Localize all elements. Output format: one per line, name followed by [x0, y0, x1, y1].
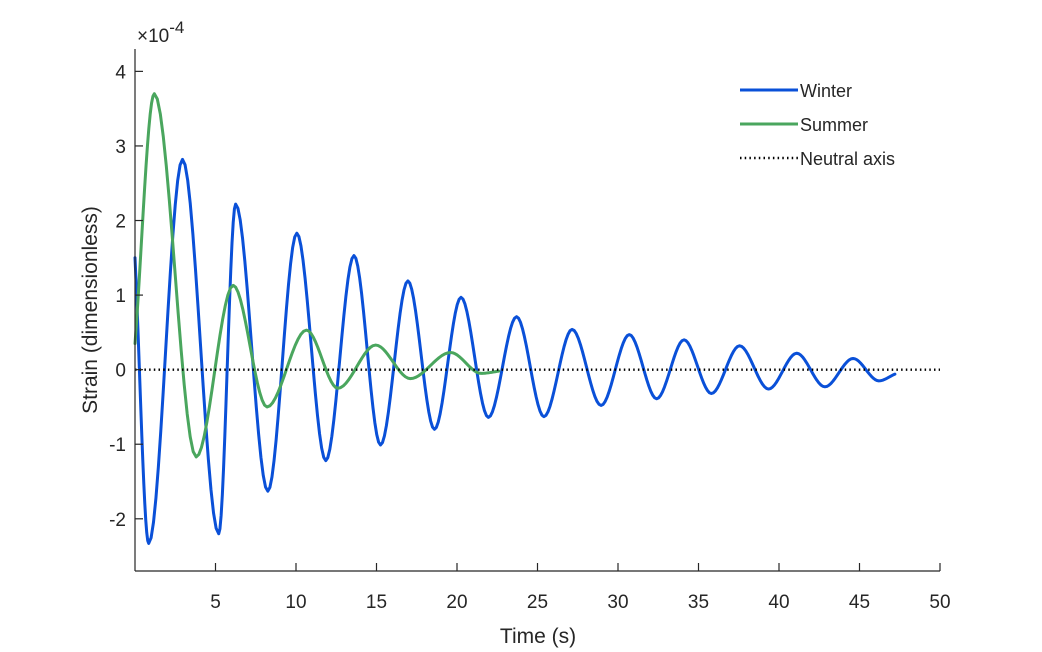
x-tick-label: 15 — [366, 592, 387, 613]
y-multiplier-exponent: -4 — [169, 18, 184, 37]
x-tick-label: 20 — [446, 592, 467, 613]
x-tick-label: 40 — [768, 592, 789, 613]
x-tick-label: 45 — [849, 592, 870, 613]
y-axis-label: Strain (dimensionless) — [79, 206, 102, 414]
x-tick-label: 25 — [527, 592, 548, 613]
y-multiplier-base: ×10 — [137, 26, 169, 47]
y-tick-label: 2 — [115, 212, 126, 233]
y-tick-label: 1 — [115, 286, 126, 307]
x-axis-label: Time (s) — [500, 625, 576, 648]
legend: Winter Summer Neutral axis — [740, 81, 895, 169]
x-tick-label: 5 — [210, 592, 221, 613]
series-line-summer — [133, 92, 501, 459]
legend-label-winter: Winter — [800, 81, 852, 101]
x-tick-label: 50 — [929, 592, 950, 613]
x-tick-label: 10 — [285, 592, 306, 613]
y-tick-label: 3 — [115, 137, 126, 158]
y-tick-label: 4 — [115, 62, 126, 83]
plot-lines — [133, 92, 940, 545]
x-tick-label: 35 — [688, 592, 709, 613]
x-tick-label: 30 — [607, 592, 628, 613]
y-tick-label: 0 — [115, 361, 126, 382]
y-tick-label: -1 — [109, 435, 126, 456]
y-tick-label: -2 — [109, 510, 126, 531]
legend-label-summer: Summer — [800, 115, 868, 135]
legend-label-neutral-axis: Neutral axis — [800, 149, 895, 169]
y-ticks: -2 -1 0 1 2 3 4 — [109, 62, 143, 531]
y-multiplier: ×10-4 — [137, 18, 184, 47]
series-line-winter — [133, 157, 897, 545]
x-ticks: 5 10 15 20 25 30 35 40 45 50 — [210, 563, 951, 613]
